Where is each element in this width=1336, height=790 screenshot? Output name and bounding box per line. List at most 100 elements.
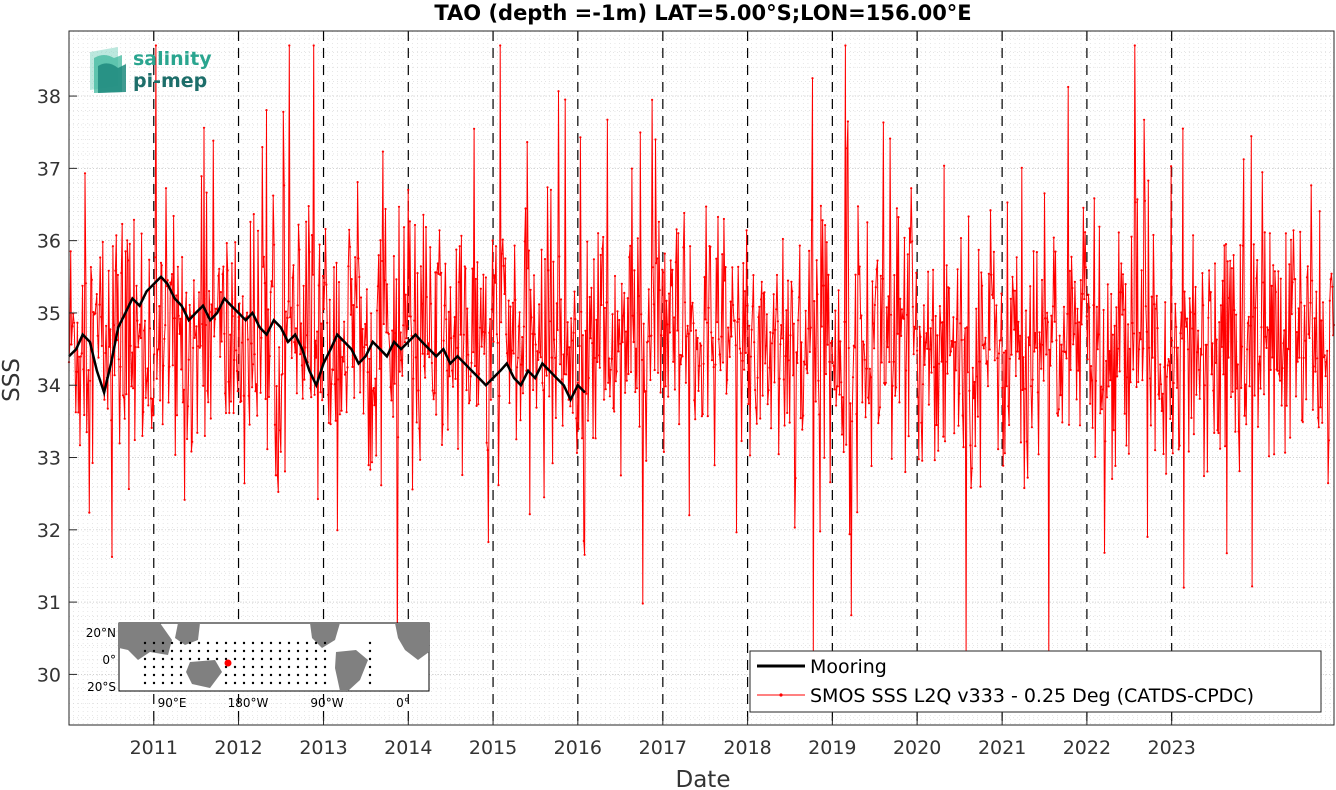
- smos-data-point: [837, 289, 840, 292]
- smos-data-point: [605, 301, 608, 304]
- smos-data-point: [332, 368, 335, 371]
- smos-data-point: [119, 365, 122, 368]
- smos-data-point: [1193, 312, 1196, 315]
- smos-data-point: [948, 287, 951, 290]
- map-buoy-dot: [224, 641, 228, 645]
- smos-data-point: [1247, 315, 1250, 318]
- smos-data-point: [1264, 335, 1267, 338]
- smos-data-point: [186, 405, 190, 408]
- smos-data-point: [1232, 254, 1235, 257]
- smos-data-point: [1081, 292, 1084, 295]
- smos-data-point: [337, 378, 340, 381]
- smos-data-point: [955, 317, 958, 321]
- smos-data-point: [652, 303, 655, 306]
- smos-data-point: [824, 372, 828, 376]
- smos-data-point: [593, 356, 596, 360]
- smos-data-point: [288, 44, 291, 47]
- smos-data-point: [387, 332, 390, 336]
- smos-data-point: [629, 244, 632, 247]
- smos-data-point: [1079, 279, 1082, 282]
- smos-data-point: [1073, 333, 1076, 336]
- map-buoy-dot: [233, 681, 237, 685]
- smos-data-point: [886, 346, 889, 349]
- smos-data-point: [826, 343, 829, 346]
- smos-data-point: [281, 372, 284, 375]
- smos-data-point: [550, 356, 553, 359]
- smos-data-point: [749, 355, 753, 358]
- smos-data-point: [457, 281, 460, 284]
- smos-data-point: [1246, 348, 1249, 351]
- smos-data-point: [561, 424, 564, 427]
- smos-data-point: [1185, 325, 1188, 328]
- smos-data-point: [380, 484, 383, 487]
- smos-data-point: [748, 454, 752, 457]
- smos-data-point: [767, 389, 770, 392]
- map-buoy-dot: [368, 649, 372, 653]
- map-buoy-dot: [161, 657, 165, 661]
- smos-data-point: [321, 399, 324, 402]
- smos-data-point: [70, 343, 73, 346]
- smos-data-point: [408, 220, 411, 223]
- smos-data-point: [123, 417, 126, 420]
- smos-data-point: [286, 316, 289, 319]
- smos-data-point: [686, 324, 689, 327]
- smos-data-point: [927, 403, 931, 406]
- smos-data-point: [1127, 323, 1130, 326]
- smos-data-point: [352, 304, 355, 307]
- smos-data-point: [192, 279, 195, 282]
- smos-data-point: [474, 277, 477, 281]
- smos-data-point: [325, 283, 328, 286]
- smos-data-point: [206, 389, 209, 392]
- smos-data-point: [300, 364, 303, 367]
- smos-data-point: [569, 405, 572, 408]
- smos-data-point: [251, 363, 255, 366]
- smos-data-point: [572, 331, 575, 334]
- smos-data-point: [834, 309, 837, 312]
- smos-data-point: [420, 302, 423, 305]
- smos-data-point: [1107, 385, 1110, 388]
- smos-data-point: [695, 348, 699, 351]
- smos-data-point: [1201, 272, 1204, 275]
- smos-data-point: [1062, 305, 1066, 308]
- map-buoy-dot: [305, 657, 309, 661]
- smos-data-point: [1138, 348, 1141, 351]
- smos-data-point: [1278, 379, 1282, 382]
- smos-data-point: [243, 482, 246, 485]
- smos-data-point: [1046, 311, 1049, 314]
- smos-data-point: [1137, 380, 1140, 384]
- smos-data-point: [230, 262, 233, 265]
- smos-data-point: [446, 369, 449, 372]
- smos-data-point: [1037, 453, 1040, 456]
- smos-data-point: [252, 213, 255, 216]
- smos-data-point: [617, 350, 620, 353]
- smos-data-point: [630, 167, 634, 170]
- smos-data-point: [503, 292, 506, 296]
- smos-data-point: [1176, 346, 1179, 349]
- smos-data-point: [619, 474, 623, 477]
- smos-data-point: [1122, 308, 1125, 311]
- smos-data-point: [310, 234, 314, 237]
- map-buoy-dot: [305, 649, 309, 653]
- smos-data-point: [1041, 343, 1044, 346]
- smos-data-point: [775, 273, 779, 277]
- smos-data-point: [1159, 383, 1163, 386]
- smos-data-point: [444, 262, 447, 265]
- smos-data-point: [429, 246, 432, 249]
- smos-data-point: [613, 410, 616, 413]
- smos-data-point: [529, 288, 532, 291]
- smos-data-point: [1260, 326, 1263, 329]
- smos-data-point: [746, 304, 749, 307]
- smos-data-point: [733, 319, 736, 322]
- map-buoy-dot: [260, 681, 264, 685]
- smos-data-point: [838, 393, 841, 396]
- smos-data-point: [795, 351, 798, 354]
- map-buoy-dot: [287, 665, 291, 669]
- smos-data-point: [1228, 297, 1231, 300]
- smos-data-point: [1032, 250, 1035, 253]
- smos-data-point: [950, 339, 953, 343]
- smos-data-point: [920, 421, 923, 424]
- smos-data-point: [278, 346, 281, 349]
- smos-data-point: [864, 416, 867, 419]
- inset-map-frame: [118, 622, 430, 692]
